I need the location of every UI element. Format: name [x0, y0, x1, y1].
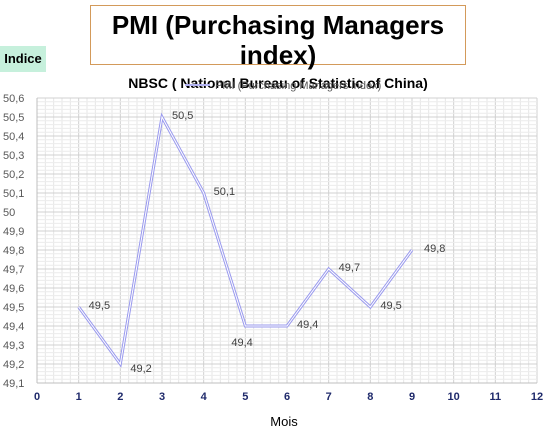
legend: PMI (Purchasing Managers index) [185, 80, 381, 92]
x-tick-label: 5 [242, 391, 248, 403]
data-label: 49,7 [339, 262, 360, 274]
y-tick-label: 49,6 [3, 283, 24, 295]
x-tick-label: 7 [326, 391, 332, 403]
y-tick-label: 49,9 [3, 226, 24, 238]
y-tick-label: 49,1 [3, 378, 24, 390]
x-tick-label: 6 [284, 391, 290, 403]
chart-subtitle: NBSC ( National Bureau of Statistic of C… [128, 75, 428, 91]
data-label: 49,2 [130, 363, 151, 375]
data-label: 49,5 [380, 300, 401, 312]
y-tick-label: 49,7 [3, 264, 24, 276]
x-tick-label: 2 [117, 391, 123, 403]
x-tick-label: 9 [409, 391, 415, 403]
y-tick-label: 49,5 [3, 302, 24, 314]
y-tick-label: 50,6 [3, 93, 24, 105]
data-label: 50,1 [214, 186, 235, 198]
y-tick-label: 49,4 [3, 321, 24, 333]
x-tick-label: 0 [34, 391, 40, 403]
y-tick-label: 50,3 [3, 150, 24, 162]
axes [36, 98, 537, 384]
series-line-inner [78, 115, 413, 366]
x-tick-label: 3 [159, 391, 165, 403]
chart-title: PMI (Purchasing Managers index) [111, 10, 445, 70]
data-labels: 49,5 49,2 50,5 50,1 49,4 49,4 49,7 49,5 49,8 [89, 110, 446, 375]
y-tick-label: 49,2 [3, 359, 24, 371]
data-label: 49,4 [297, 319, 318, 331]
y-axis-label: Indice [0, 46, 46, 72]
gridlines [36, 97, 538, 384]
y-tick-labels: 49,1 49,2 49,3 49,4 49,5 49,6 49,7 49,8 49,9 50 50… [3, 93, 24, 390]
data-label: 49,4 [231, 337, 252, 349]
x-tick-label: 1 [76, 391, 82, 403]
y-tick-label: 49,3 [3, 340, 24, 352]
y-tick-label: 50,5 [3, 112, 24, 124]
y-tick-label: 50,4 [3, 131, 24, 143]
y-tick-label: 50,2 [3, 169, 24, 181]
y-tick-label: 50 [3, 207, 15, 219]
series-lines [77, 112, 414, 368]
x-tick-label: 10 [448, 391, 460, 403]
x-tick-label: 4 [201, 391, 208, 403]
data-label: 49,8 [424, 243, 445, 255]
title-box: PMI (Purchasing Managers index) NBSC ( N… [90, 5, 466, 91]
y-tick-label: 49,8 [3, 245, 24, 257]
x-axis-label: Mois [270, 414, 298, 429]
legend-label: PMI (Purchasing Managers index) [215, 80, 381, 92]
data-label: 49,5 [89, 300, 110, 312]
x-tick-label: 8 [367, 391, 373, 403]
x-tick-labels: 0 1 2 3 4 5 6 7 8 9 10 11 12 [34, 391, 543, 403]
data-label: 50,5 [172, 110, 193, 122]
x-tick-label: 11 [490, 391, 502, 403]
y-tick-label: 50,1 [3, 188, 24, 200]
x-tick-label: 12 [531, 391, 543, 403]
